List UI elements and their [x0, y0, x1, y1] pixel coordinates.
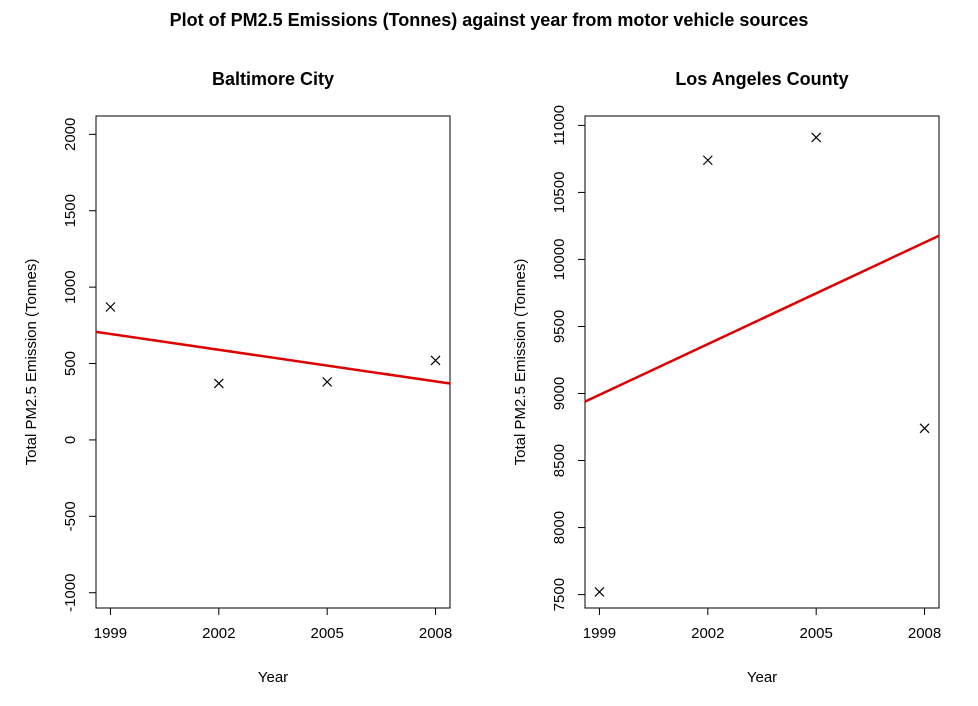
- y-axis: -1000 -500 0 500 1000 1500 2000: [62, 118, 96, 612]
- y-tick-label: 7500: [551, 578, 568, 611]
- panel-title: Baltimore City: [212, 69, 334, 89]
- y-tick-label: 10000: [551, 239, 568, 281]
- x-tick-label: 2005: [799, 625, 832, 642]
- data-point: [594, 586, 605, 597]
- fit-line-layer: [95, 330, 451, 385]
- y-tick-label: 11000: [551, 105, 568, 146]
- data-point: [213, 378, 224, 389]
- data-point: [919, 423, 930, 434]
- y-tick-label: 10500: [551, 172, 568, 214]
- x-axis-label: Year: [258, 669, 288, 686]
- plot-frame: [95, 115, 451, 609]
- panel-baltimore: Baltimore City 1999 2002 2005 2008 -1000 -50…: [23, 69, 452, 686]
- panel-title: Los Angeles County: [675, 69, 848, 89]
- x-tick-label: 2005: [310, 625, 343, 642]
- plot-frame: [584, 115, 940, 609]
- x-tick-label: 2008: [908, 625, 941, 642]
- y-tick-label: 8500: [551, 444, 568, 477]
- y-tick-label: -1000: [62, 574, 79, 612]
- y-tick-label: 1000: [62, 270, 79, 303]
- x-tick-label: 1999: [94, 625, 127, 642]
- y-axis-label: Total PM2.5 Emission (Tonnes): [512, 259, 529, 466]
- regression-line: [584, 234, 940, 403]
- main-title: Plot of PM2.5 Emissions (Tonnes) against…: [170, 10, 809, 30]
- points-layer: [594, 132, 930, 597]
- x-axis-label: Year: [747, 669, 777, 686]
- data-point: [702, 155, 713, 166]
- y-tick-label: 9500: [551, 310, 568, 343]
- data-point: [430, 355, 441, 366]
- x-axis: 1999 2002 2005 2008: [94, 608, 452, 642]
- x-tick-label: 2002: [202, 625, 235, 642]
- data-point: [322, 376, 333, 387]
- y-tick-label: 2000: [62, 118, 79, 151]
- x-tick-label: 1999: [583, 625, 616, 642]
- data-point: [811, 132, 822, 143]
- y-tick-label: -500: [62, 501, 79, 531]
- regression-line: [95, 330, 451, 385]
- y-tick-label: 8000: [551, 511, 568, 544]
- y-tick-label: 0: [62, 436, 79, 444]
- points-layer: [105, 302, 441, 389]
- x-axis: 1999 2002 2005 2008: [583, 608, 941, 642]
- y-axis-label: Total PM2.5 Emission (Tonnes): [23, 259, 40, 466]
- x-tick-label: 2008: [419, 625, 452, 642]
- y-axis: 7500 8000 8500 9000 9500 10000 10500 11000: [551, 105, 585, 611]
- panel-los-angeles: Los Angeles County 1999 2002 2005 2008 7500…: [512, 69, 941, 686]
- y-tick-label: 9000: [551, 377, 568, 410]
- y-tick-label: 1500: [62, 194, 79, 227]
- data-point: [105, 302, 116, 312]
- x-tick-label: 2002: [691, 625, 724, 642]
- fit-line-layer: [584, 234, 940, 403]
- y-tick-label: 500: [62, 351, 79, 376]
